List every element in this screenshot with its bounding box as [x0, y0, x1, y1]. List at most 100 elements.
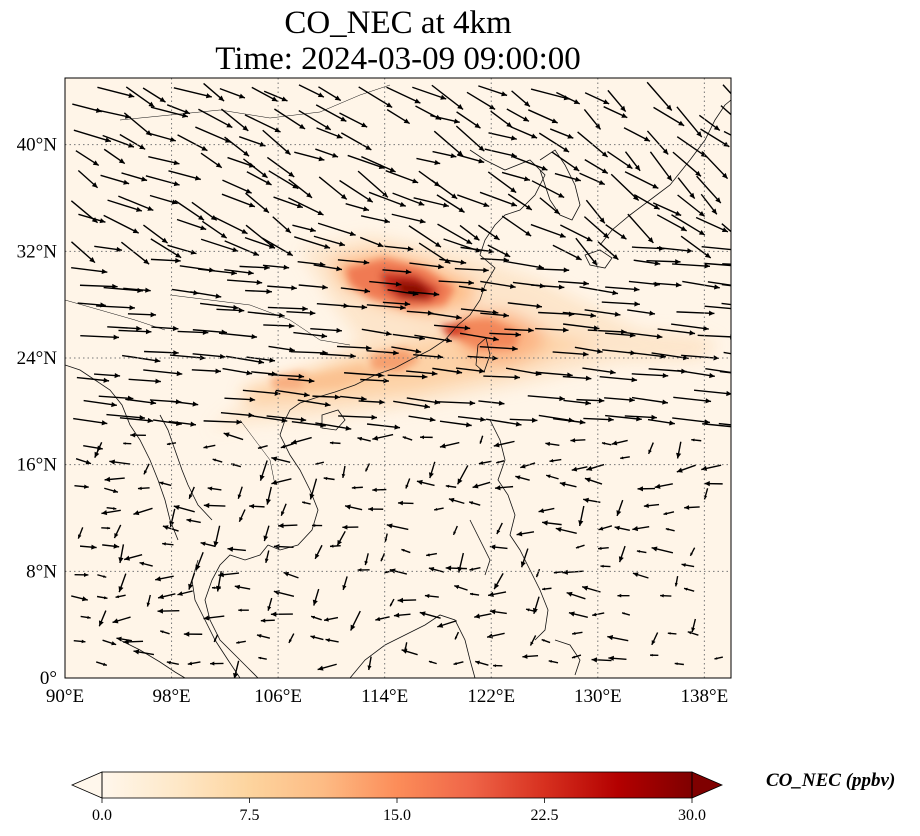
wind-arrow	[242, 389, 281, 395]
wind-arrow-head	[681, 563, 686, 567]
wind-arrow-head	[584, 477, 591, 483]
wind-arrow-head	[448, 497, 455, 503]
wind-arrow-head	[431, 370, 438, 377]
wind-arrow-head	[336, 133, 343, 139]
wind-arrow-head	[620, 233, 627, 240]
wind-arrow-head	[265, 498, 271, 505]
wind-arrow-head	[296, 203, 303, 209]
wind-arrow-head	[219, 353, 226, 360]
wind-arrow-head	[342, 585, 347, 590]
wind-arrow-head	[285, 227, 291, 233]
wind-arrow-head	[643, 503, 649, 509]
wind-arrow-head	[704, 252, 711, 258]
wind-arrow-head	[342, 524, 348, 530]
wind-arrow-head	[173, 160, 180, 166]
wind-arrow-head	[124, 555, 131, 561]
wind-arrow	[73, 129, 112, 143]
wind-arrow-head	[380, 558, 384, 562]
wind-arrow-head	[494, 485, 501, 491]
wind-arrow-head	[300, 417, 307, 423]
wind-arrow	[610, 173, 640, 202]
map-panel	[65, 78, 758, 678]
wind-arrow	[702, 423, 731, 428]
wind-arrow-head	[257, 445, 262, 449]
wind-arrow-head	[113, 334, 120, 340]
wind-arrow-head	[322, 284, 328, 290]
wind-arrow-head	[260, 618, 266, 623]
wind-arrow-head	[421, 374, 428, 380]
wind-arrow-head	[302, 306, 308, 312]
wind-arrow-head	[612, 290, 619, 296]
wind-arrow-head	[656, 333, 663, 340]
wind-arrow	[700, 128, 730, 148]
wind-arrow-head	[203, 615, 210, 621]
wind-arrow-head	[390, 603, 393, 607]
wind-arrow-head	[493, 442, 500, 448]
wind-arrow	[479, 191, 518, 207]
wind-arrow-head	[715, 197, 721, 204]
wind-arrow-head	[288, 323, 295, 329]
wind-arrow-head	[278, 312, 285, 318]
lat-tick-label: 16°N	[17, 455, 58, 476]
wind-arrow-head	[245, 188, 252, 194]
wind-arrow-head	[713, 355, 720, 361]
wind-arrow-head	[83, 484, 89, 489]
wind-arrow-head	[147, 205, 154, 211]
wind-arrow-head	[271, 456, 278, 462]
wind-arrow-head	[248, 412, 254, 418]
wind-arrow-head	[591, 259, 598, 266]
wind-arrow-head	[360, 396, 367, 402]
wind-arrow-head	[211, 586, 215, 590]
wind-arrow	[247, 311, 285, 317]
wind-arrow-head	[600, 564, 604, 568]
wind-arrow	[676, 311, 715, 315]
wind-arrow-head	[383, 378, 389, 384]
wind-arrow-head	[426, 553, 430, 557]
wind-arrow-head	[752, 373, 758, 378]
wind-arrow	[413, 197, 450, 207]
wind-arrow	[106, 413, 146, 419]
wind-arrow-head	[678, 120, 685, 126]
wind-arrow-head	[469, 400, 476, 406]
wind-arrow-head	[169, 136, 176, 142]
wind-arrow-head	[479, 440, 483, 444]
wind-arrow-head	[632, 572, 639, 578]
wind-arrow	[123, 112, 152, 137]
wind-arrow-head	[568, 611, 575, 617]
wind-arrow-head	[611, 440, 618, 446]
wind-arrow-head	[616, 510, 622, 516]
wind-arrow-head	[464, 325, 471, 331]
wind-arrow-head	[329, 544, 334, 548]
wind-arrow-head	[270, 611, 277, 617]
wind-arrow-head	[501, 91, 508, 97]
wind-arrow-head	[210, 661, 215, 666]
wind-arrow	[338, 415, 377, 419]
wind-arrow	[251, 415, 288, 422]
wind-arrow-head	[483, 202, 490, 208]
wind-arrow-head	[233, 672, 239, 678]
wind-arrow-head	[324, 617, 329, 622]
wind-arrow	[671, 323, 709, 330]
wind-arrow-head	[200, 225, 207, 231]
wind-arrow	[653, 106, 685, 127]
wind-arrow-head	[384, 218, 390, 224]
wind-arrow	[192, 353, 226, 358]
wind-arrow	[457, 194, 490, 208]
wind-arrow-head	[608, 416, 614, 423]
wind-arrow-head	[515, 475, 521, 480]
wind-arrow	[192, 329, 228, 334]
wind-arrow-head	[281, 96, 288, 102]
wind-arrow-head	[457, 104, 464, 110]
wind-arrow-head	[281, 417, 288, 423]
wind-arrow	[530, 88, 570, 100]
wind-arrow	[150, 106, 189, 118]
wind-arrow-head	[496, 460, 500, 464]
wind-arrow-head	[280, 444, 286, 449]
wind-arrow-head	[526, 608, 530, 612]
wind-arrow-head	[133, 649, 140, 655]
wind-arrow-head	[263, 207, 269, 213]
wind-arrow-head	[336, 266, 342, 272]
wind-arrow-head	[273, 543, 280, 550]
wind-arrow-head	[345, 504, 351, 510]
wind-arrow	[173, 87, 212, 98]
